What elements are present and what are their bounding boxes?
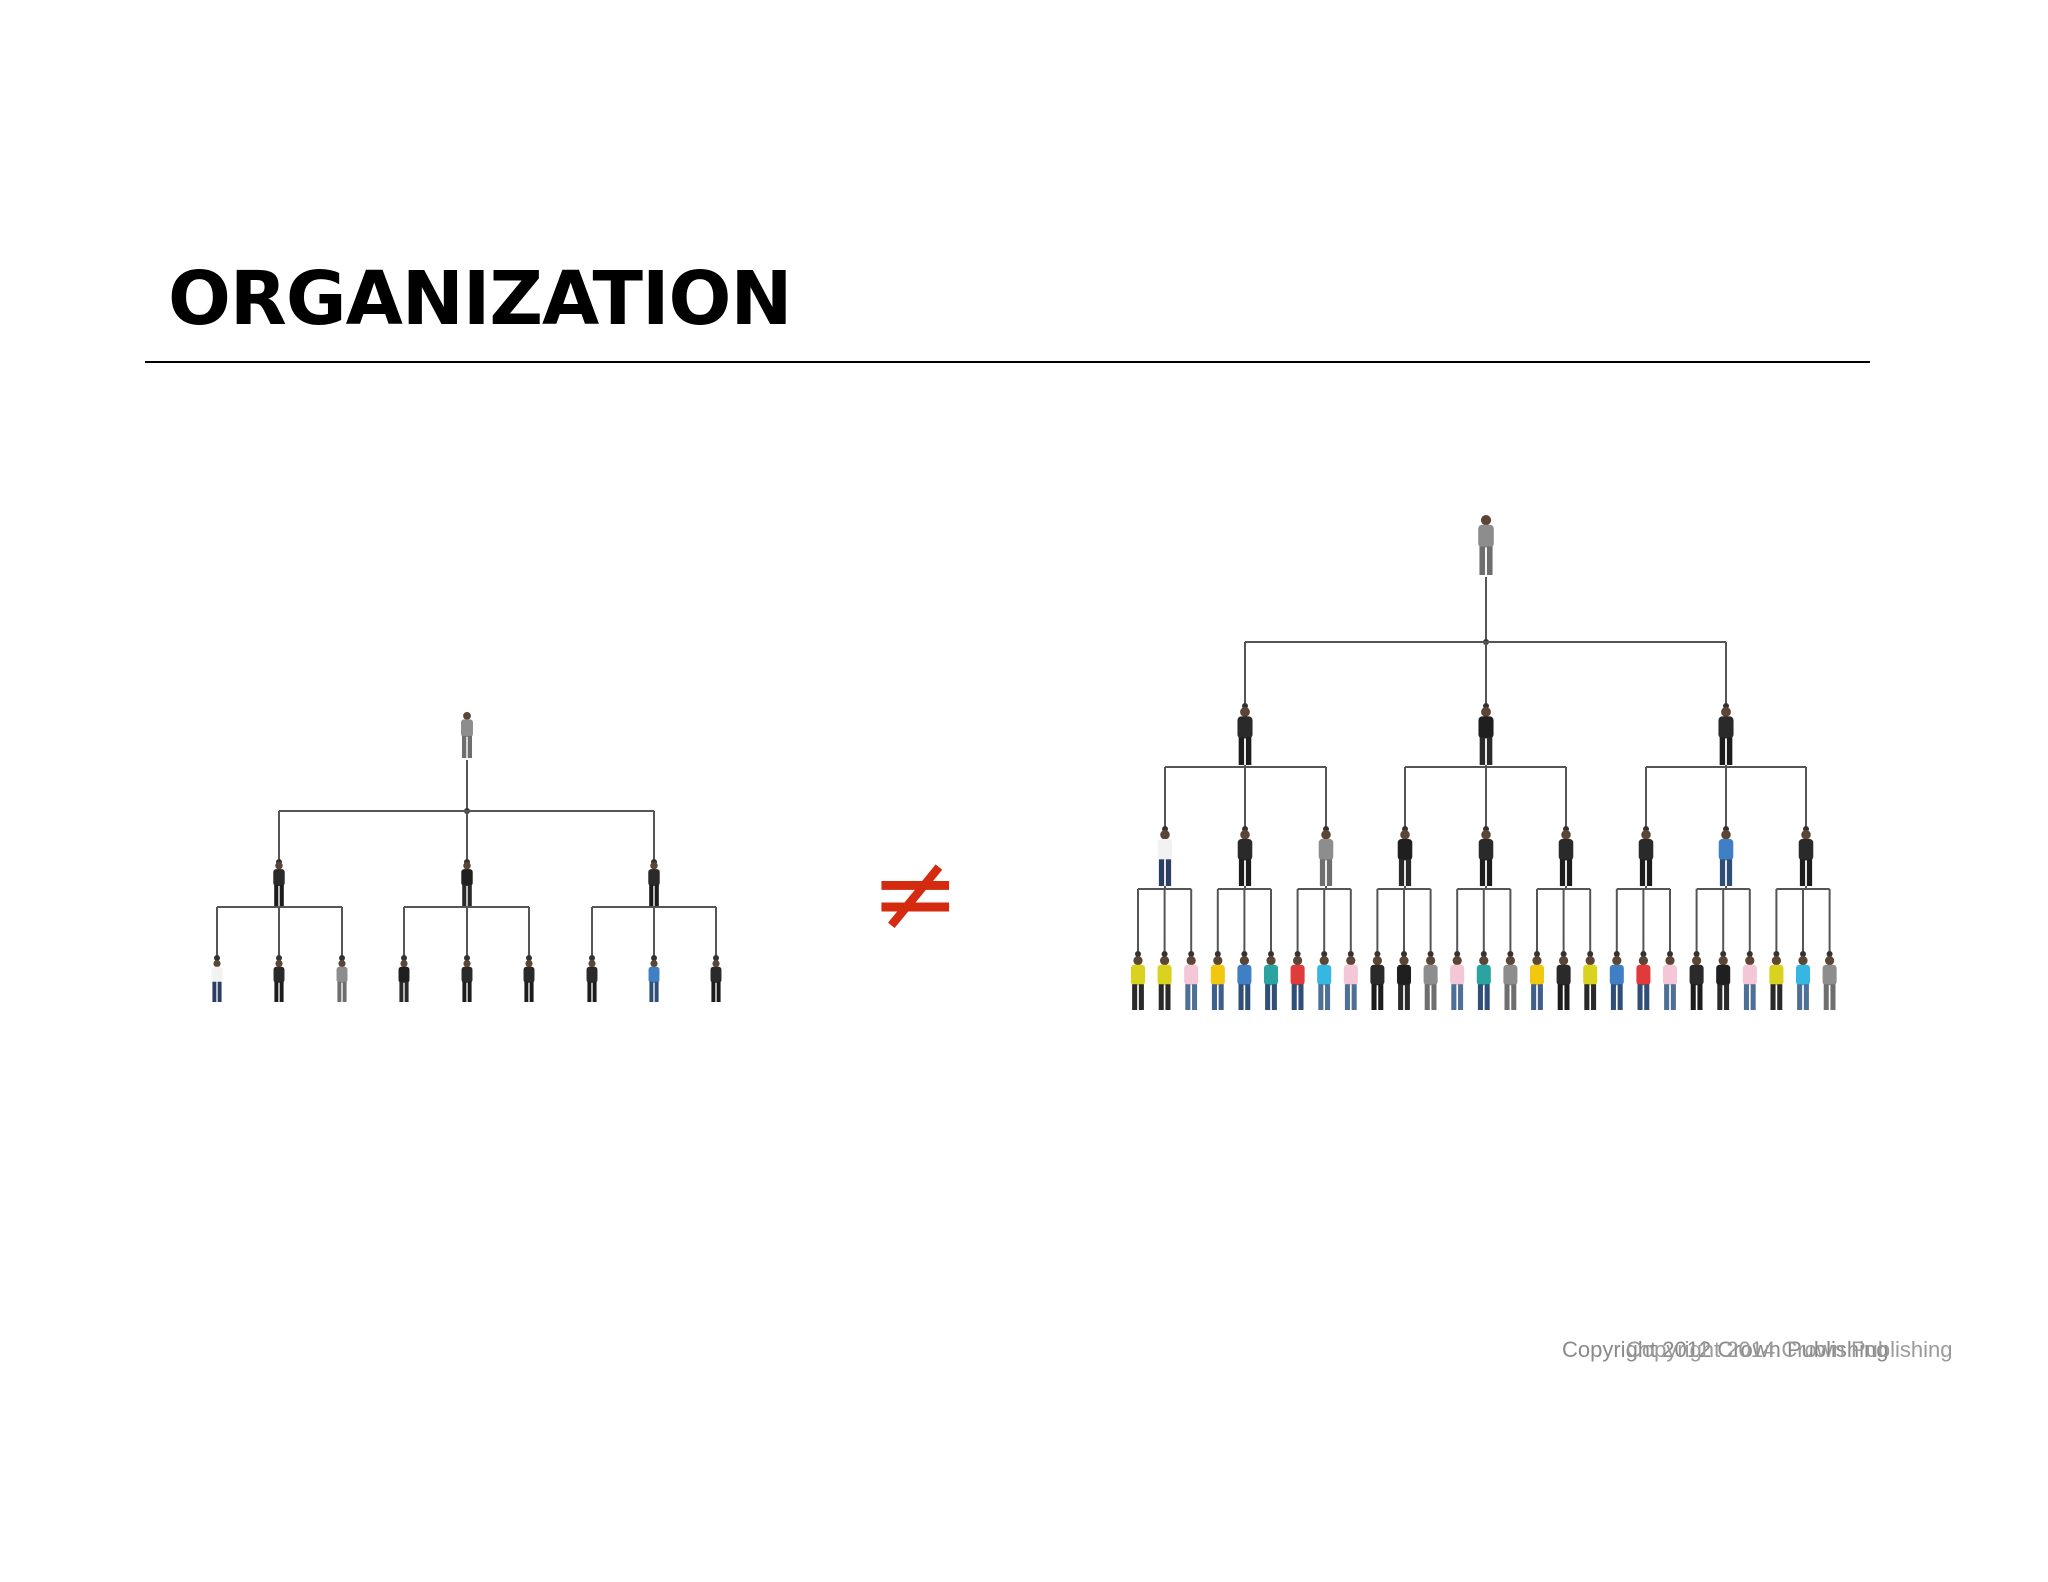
person-icon — [1742, 956, 1757, 1010]
connector-node — [1560, 951, 1567, 957]
connector-node — [401, 955, 407, 961]
person-icon — [1370, 956, 1385, 1010]
connector-node — [1534, 951, 1540, 957]
connector-node — [1268, 951, 1274, 957]
person-icon — [461, 712, 473, 758]
person-icon — [461, 960, 473, 1002]
connector-node — [1347, 951, 1354, 957]
person-icon — [1583, 956, 1598, 1010]
large-org-chart — [1130, 515, 1837, 1010]
person-icon — [1210, 956, 1225, 1010]
person-icon — [1795, 956, 1811, 1010]
connector-node — [1214, 951, 1221, 957]
copyright-text: Copyright 2012 Crown Publishing — [1562, 1337, 1889, 1362]
connector-node — [1640, 951, 1647, 957]
person-icon — [1476, 956, 1491, 1010]
connector-node — [464, 955, 470, 961]
connector-node — [651, 955, 657, 961]
person-icon — [1318, 830, 1334, 886]
person-icon — [1718, 707, 1734, 765]
connector-node — [276, 955, 282, 961]
person-icon — [1529, 956, 1545, 1010]
connector-node — [1454, 951, 1461, 957]
connector-node — [526, 955, 532, 961]
person-icon — [398, 960, 410, 1002]
person-icon — [273, 862, 285, 906]
connector-node — [1773, 951, 1780, 957]
person-icon — [1157, 956, 1172, 1010]
person-icon — [1769, 956, 1784, 1010]
connector-node — [1135, 951, 1141, 957]
person-icon — [1130, 956, 1146, 1010]
person-icon — [1558, 830, 1574, 886]
person-icon — [648, 960, 660, 1002]
person-icon — [523, 960, 535, 1002]
person-icon — [336, 960, 348, 1002]
connector-node — [713, 955, 719, 961]
person-icon — [1689, 956, 1704, 1010]
title-divider — [145, 361, 1870, 363]
not-equal-symbol: ≠ — [870, 831, 961, 956]
page-title: ORGANIZATION — [168, 256, 792, 342]
person-icon — [1609, 956, 1624, 1010]
connector-node — [1720, 951, 1727, 957]
person-icon — [1450, 956, 1465, 1010]
person-icon — [1157, 830, 1173, 886]
person-icon — [1478, 707, 1494, 765]
person-icon — [648, 862, 660, 906]
connector-node — [1826, 951, 1833, 957]
person-icon — [1396, 956, 1412, 1010]
connector-node — [1587, 951, 1594, 957]
person-icon — [1822, 956, 1837, 1010]
person-icon — [1662, 956, 1678, 1010]
person-icon — [1716, 956, 1731, 1010]
copyright-text: Copyright 2014 Crown Publishing — [1626, 1337, 1953, 1362]
person-icon — [1478, 830, 1494, 886]
person-icon — [1237, 830, 1253, 886]
connector-node — [1427, 951, 1434, 957]
person-icon — [1237, 707, 1253, 765]
person-icon — [1263, 956, 1279, 1010]
person-icon — [273, 960, 285, 1002]
connector-node — [1241, 951, 1248, 957]
connector-node — [1800, 951, 1806, 957]
person-icon — [586, 960, 598, 1002]
connector-node — [1613, 951, 1620, 957]
connector-node — [214, 955, 220, 961]
person-icon — [1237, 956, 1252, 1010]
connector-node — [1321, 951, 1328, 957]
person-icon — [1184, 956, 1199, 1010]
connector-node — [1693, 951, 1700, 957]
connector-node — [1374, 951, 1381, 957]
person-icon — [1798, 830, 1814, 886]
connector-node — [1746, 951, 1753, 957]
connector-node — [589, 955, 595, 961]
person-icon — [1503, 956, 1518, 1010]
connector-node — [1667, 951, 1673, 957]
person-icon — [211, 960, 223, 1002]
person-icon — [1317, 956, 1332, 1010]
connector-node — [1294, 951, 1301, 957]
connector-node — [1401, 951, 1407, 957]
connector-node — [339, 955, 345, 961]
person-icon — [1718, 830, 1734, 886]
person-icon — [1636, 956, 1651, 1010]
person-icon — [710, 960, 722, 1002]
person-icon — [1638, 830, 1654, 886]
connector-node — [1188, 951, 1195, 957]
connector-node — [1507, 951, 1514, 957]
connector-node — [1161, 951, 1168, 957]
person-icon — [1290, 956, 1305, 1010]
connector-node — [1480, 951, 1487, 957]
person-icon — [1478, 515, 1494, 575]
small-org-chart — [211, 712, 722, 1002]
person-icon — [1423, 956, 1438, 1010]
person-icon — [461, 862, 473, 906]
person-icon — [1343, 956, 1358, 1010]
person-icon — [1556, 956, 1571, 1010]
person-icon — [1397, 830, 1413, 886]
